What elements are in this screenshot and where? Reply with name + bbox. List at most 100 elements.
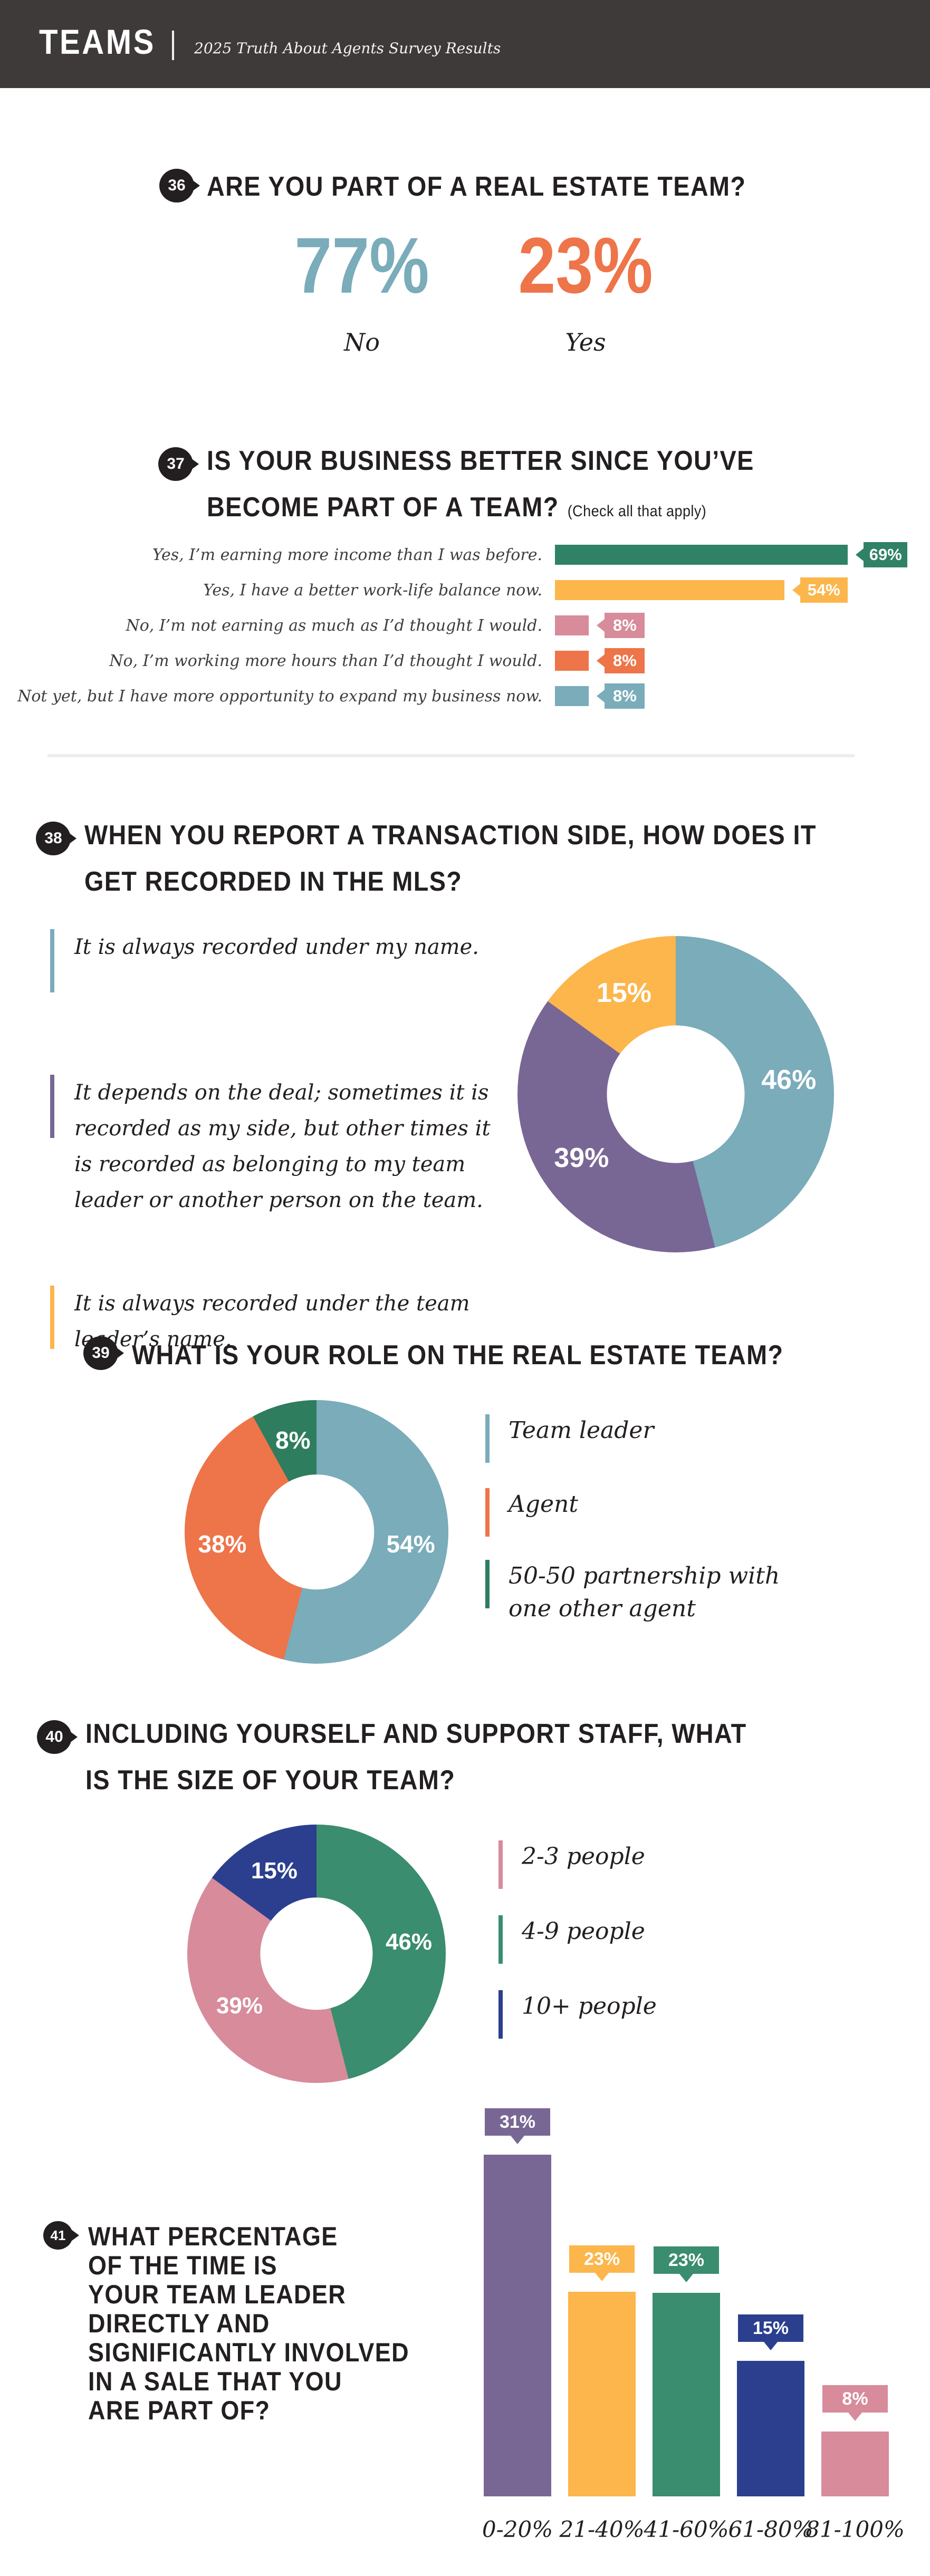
q37-row-2-bar (555, 580, 784, 600)
q41-value-bubble-2: 23% (569, 2245, 635, 2273)
q38-title-line2: GET RECORDED IN THE MLS? (84, 866, 463, 897)
question-badge-41: 41 (43, 2221, 73, 2250)
q39-legend-item-1: Team leader (485, 1414, 654, 1463)
q37-row-3-value-tag: 8% (605, 613, 645, 638)
q40-donut-chart: 46% 39% 15% (187, 1825, 446, 2083)
question-badge-40: 40 (37, 1720, 72, 1754)
q37-row-5-bar (555, 686, 589, 706)
q40-slice-label-3: 15% (251, 1857, 298, 1884)
q41-axis-label-3: 41-60% (644, 2516, 729, 2542)
q41-title-line4: DIRECTLY AND (88, 2309, 270, 2338)
q41-title-line2: OF THE TIME IS (88, 2251, 277, 2280)
q36-stat-no-label: No (344, 328, 380, 356)
q41-bar-chart: 31% 0-20% 23% 21-40% 23% 41-60% 15% 61-8… (0, 2104, 930, 2542)
q41-column-1: 31% 0-20% (482, 2104, 553, 2542)
q38-title-line1: WHEN YOU REPORT A TRANSACTION SIDE, HOW … (84, 820, 817, 851)
q37-title-line2: BECOME PART OF A TEAM? (Check all that ap… (207, 490, 706, 528)
q37-row-5: Not yet, but I have more opportunity to … (17, 683, 907, 709)
q38-legend-marker-2 (50, 1075, 54, 1138)
q37-row-3-bar (555, 615, 589, 635)
q41-bar-4 (737, 2361, 804, 2496)
header-divider-line (172, 31, 174, 60)
q37-title-note: (Check all that apply) (567, 503, 707, 520)
q37-row-4-label: No, I’m working more hours than I’d thou… (109, 651, 542, 670)
q39-slice-label-2: 38% (198, 1530, 247, 1558)
q36-title: ARE YOU PART OF A REAL ESTATE TEAM? (207, 171, 746, 202)
q41-title-line1: WHAT PERCENTAGE (88, 2222, 338, 2251)
question-badge-37: 37 (158, 447, 193, 481)
q36-stat-yes-value: 23% (518, 221, 653, 310)
q41-bar-1 (484, 2155, 551, 2496)
q37-row-1-label: Yes, I’m earning more income than I was … (152, 545, 542, 564)
q40-legend-item-1: 2-3 people (498, 1840, 645, 1889)
q40-legend-label-3: 10+ people (522, 1993, 657, 2020)
question-badge-39: 39 (83, 1336, 118, 1370)
q41-value-bubble-1: 31% (485, 2108, 550, 2136)
q37-row-5-value-tag: 8% (605, 683, 645, 709)
q41-bar-2 (568, 2292, 636, 2496)
q38-legend-label-2: It depends on the deal; sometimes it is … (74, 1080, 491, 1212)
q37-row-4: No, I’m working more hours than I’d thou… (42, 648, 907, 673)
q39-slice-label-1: 54% (386, 1530, 435, 1558)
q38-legend-marker-3 (50, 1286, 54, 1349)
q38-legend-marker-1 (50, 929, 54, 992)
q41-title-line6: IN A SALE THAT YOU (88, 2367, 342, 2396)
q40-legend-marker-2 (498, 1915, 503, 1964)
q38-legend-item-2: It depends on the deal; sometimes it is … (50, 1075, 496, 1218)
q41-column-4: 15% 61-80% (728, 2104, 813, 2542)
q38-slice-label-1: 46% (761, 1064, 817, 1095)
q41-axis-label-2: 21-40% (559, 2516, 645, 2542)
q37-row-1-bar (555, 545, 848, 565)
q36-stat-no-value: 77% (294, 221, 429, 310)
q40-title-line1: INCLUDING YOURSELF AND SUPPORT STAFF, WH… (85, 1719, 747, 1749)
q41-axis-label-5: 81-100% (806, 2516, 905, 2542)
section-divider (47, 754, 855, 757)
q39-slice-label-3: 8% (275, 1426, 311, 1454)
q41-axis-label-4: 61-80% (728, 2516, 813, 2542)
q39-legend-label-3: 50-50 partnership with one other agent (509, 1562, 780, 1622)
brand-title: TEAMS (39, 22, 156, 61)
q37-row-2-value-tag: 54% (800, 577, 848, 603)
q41-column-2: 23% 21-40% (560, 2104, 645, 2542)
question-badge-36: 36 (159, 169, 194, 202)
q39-legend-marker-1 (485, 1414, 490, 1463)
q37-row-4-value-tag: 8% (605, 648, 645, 673)
q40-legend-item-2: 4-9 people (498, 1915, 645, 1964)
q40-slice-label-2: 39% (216, 1993, 263, 2019)
page-header: TEAMS 2025 Truth About Agents Survey Res… (0, 0, 930, 88)
q41-bar-3 (653, 2293, 720, 2496)
q39-legend-marker-3 (485, 1560, 490, 1608)
q39-donut-chart: 54% 38% 8% (185, 1400, 448, 1664)
q39-title: WHAT IS YOUR ROLE ON THE REAL ESTATE TEA… (132, 1340, 784, 1371)
q37-row-2: Yes, I have a better work-life balance n… (42, 577, 907, 603)
q41-axis-label-1: 0-20% (482, 2516, 553, 2542)
q37-row-3: No, I’m not earning as much as I’d thoug… (42, 613, 907, 638)
q41-column-5: 8% 81-100% (806, 2104, 905, 2542)
q36-stat-yes: 23% Yes (501, 226, 670, 356)
q41-title-line3: YOUR TEAM LEADER (88, 2280, 347, 2309)
question-badge-38: 38 (36, 822, 71, 855)
q40-legend-label-2: 4-9 people (522, 1918, 645, 1945)
q37-title-line1: IS YOUR BUSINESS BETTER SINCE YOU’VE (207, 446, 754, 476)
q41-value-bubble-4: 15% (738, 2314, 803, 2342)
q38-donut-chart: 46% 39% 15% (517, 936, 834, 1252)
q41-value-bubble-3: 23% (654, 2246, 719, 2274)
q38-legend-label-3: It is always recorded under the team lea… (74, 1291, 470, 1352)
q41-title-line7: ARE PART OF? (88, 2396, 271, 2425)
q39-legend-label-2: Agent (509, 1491, 578, 1518)
q38-slice-label-2: 39% (554, 1143, 609, 1174)
q41-title-line5: SIGNIFICANTLY INVOLVED (88, 2338, 409, 2367)
q37-bar-chart: Yes, I’m earning more income than I was … (17, 542, 907, 721)
q41-column-3: 23% 41-60% (644, 2104, 729, 2542)
q37-row-1-value-tag: 69% (864, 542, 907, 567)
q38-slice-label-3: 15% (596, 977, 651, 1008)
q40-title-line2: IS THE SIZE OF YOUR TEAM? (85, 1765, 456, 1796)
q41-value-bubble-5: 8% (822, 2385, 888, 2413)
header-subtitle: 2025 Truth About Agents Survey Results (194, 40, 501, 57)
q37-title-line2-text: BECOME PART OF A TEAM? (207, 492, 559, 523)
q40-legend-marker-3 (498, 1990, 503, 2039)
q40-legend-marker-1 (498, 1840, 503, 1889)
q37-row-4-bar (555, 651, 589, 671)
q37-row-5-label: Not yet, but I have more opportunity to … (17, 687, 542, 706)
